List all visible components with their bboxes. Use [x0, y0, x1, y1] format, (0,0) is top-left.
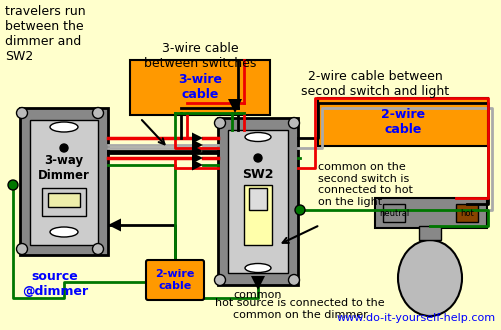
Text: common: common — [233, 290, 282, 300]
Polygon shape — [250, 276, 265, 290]
Polygon shape — [191, 146, 202, 156]
Bar — [374, 198, 486, 228]
Circle shape — [214, 275, 225, 285]
Ellipse shape — [244, 133, 271, 142]
Circle shape — [214, 117, 225, 128]
Ellipse shape — [50, 227, 78, 237]
Circle shape — [17, 244, 28, 254]
Bar — [42, 188, 86, 216]
Bar — [317, 98, 487, 146]
Bar — [30, 120, 98, 245]
Bar — [455, 204, 477, 222]
Text: common on the
second switch is
connected to hot
on the light: common on the second switch is connected… — [317, 162, 412, 207]
Ellipse shape — [244, 263, 271, 273]
Text: 2-wire
cable: 2-wire cable — [380, 108, 424, 136]
Text: www.do-it-yourself-help.com: www.do-it-yourself-help.com — [336, 313, 495, 323]
Circle shape — [288, 117, 299, 128]
FancyBboxPatch shape — [146, 260, 203, 300]
Text: 3-way
Dimmer: 3-way Dimmer — [38, 154, 90, 182]
Circle shape — [295, 205, 305, 215]
Circle shape — [60, 144, 68, 152]
Polygon shape — [108, 218, 121, 232]
Bar — [217, 118, 298, 285]
Text: 3-wire
cable: 3-wire cable — [178, 73, 221, 101]
Circle shape — [92, 108, 103, 118]
Bar — [20, 108, 108, 255]
Text: hot: hot — [459, 209, 473, 217]
Text: SW2: SW2 — [242, 169, 273, 182]
Text: 3-wire cable
between switches: 3-wire cable between switches — [143, 42, 256, 70]
Polygon shape — [191, 140, 202, 150]
Circle shape — [92, 244, 103, 254]
Bar — [248, 188, 267, 210]
Bar — [382, 204, 404, 222]
Ellipse shape — [397, 240, 461, 316]
Text: hot source is connected to the
common on the dimmer: hot source is connected to the common on… — [215, 298, 384, 319]
Polygon shape — [191, 159, 202, 171]
Polygon shape — [191, 152, 202, 163]
Bar — [130, 60, 270, 115]
Text: neutral: neutral — [378, 209, 408, 217]
Polygon shape — [227, 99, 241, 113]
Circle shape — [17, 108, 28, 118]
Bar — [243, 185, 272, 245]
Text: source
@dimmer: source @dimmer — [22, 270, 88, 298]
Text: 2-wire
cable: 2-wire cable — [155, 269, 194, 291]
Bar — [418, 226, 440, 240]
Circle shape — [288, 275, 299, 285]
Ellipse shape — [50, 122, 78, 132]
Circle shape — [8, 180, 18, 190]
Text: 2-wire cable between
second switch and light: 2-wire cable between second switch and l… — [300, 70, 448, 98]
Polygon shape — [191, 133, 202, 144]
Bar — [48, 193, 80, 207]
Circle shape — [254, 154, 262, 162]
Text: travelers run
between the
dimmer and
SW2: travelers run between the dimmer and SW2 — [5, 5, 86, 63]
Bar — [227, 130, 288, 273]
